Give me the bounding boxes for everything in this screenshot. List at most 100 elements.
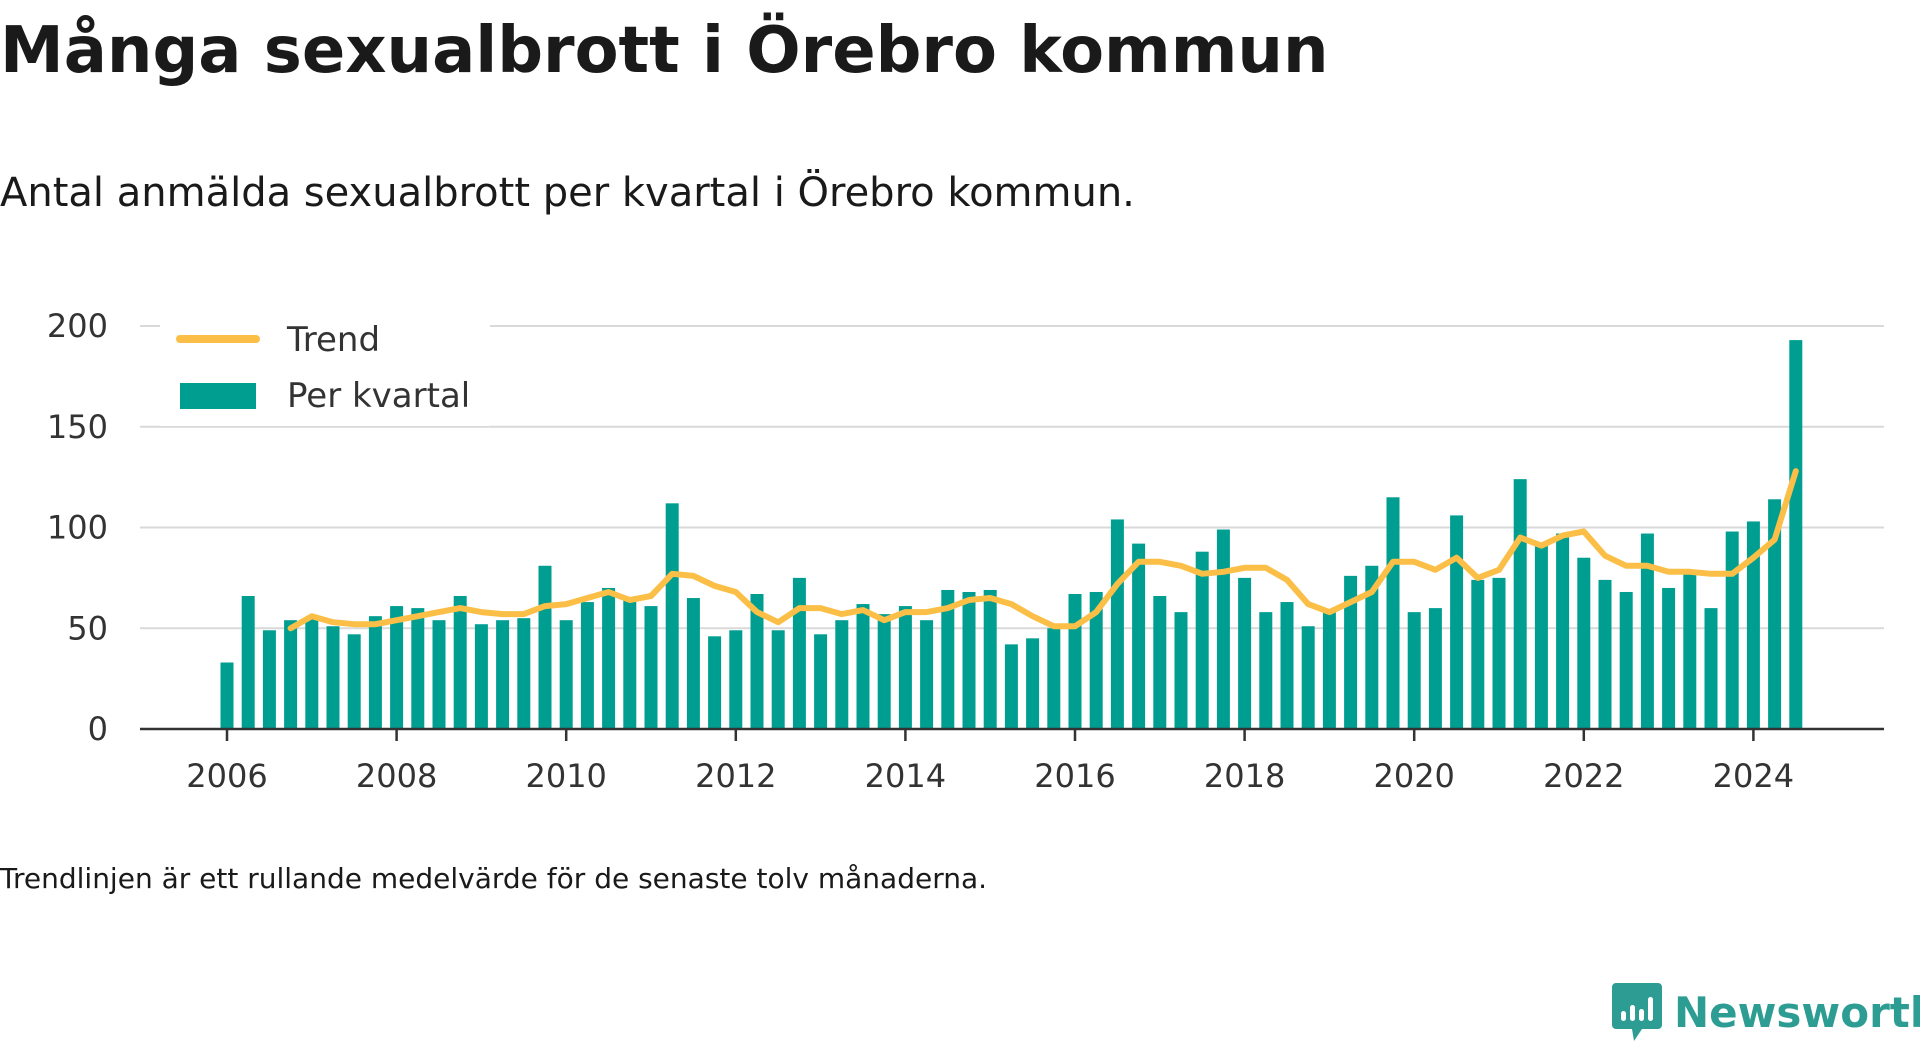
legend-label: Trend [286, 320, 380, 360]
bar [305, 618, 319, 729]
bar [326, 626, 340, 729]
bar [962, 591, 976, 729]
bar [453, 596, 467, 729]
bar [1132, 543, 1146, 729]
bar [538, 565, 552, 729]
bar [1577, 557, 1591, 729]
y-tick-label: 0 [88, 710, 108, 748]
bar [1725, 531, 1739, 729]
bar [1280, 602, 1294, 729]
bar [665, 503, 679, 729]
bar [1598, 579, 1612, 729]
footnote: Trendlinjen är ett rullande medelvärde f… [0, 862, 988, 895]
x-tick-label: 2012 [695, 757, 776, 795]
x-tick-label: 2010 [525, 757, 606, 795]
x-tick-label: 2022 [1543, 757, 1624, 795]
legend: Trend Per kvartal [160, 314, 490, 426]
bar [1513, 479, 1527, 729]
bar [368, 616, 382, 729]
bar [1746, 521, 1760, 729]
bar [1238, 577, 1252, 729]
bar-series [220, 340, 1803, 729]
y-tick-label: 100 [47, 509, 108, 547]
bar [1068, 593, 1082, 729]
x-tick-label: 2006 [186, 757, 267, 795]
bar [241, 596, 255, 729]
bar [686, 598, 700, 729]
bar [1450, 515, 1464, 729]
bar [1789, 340, 1803, 729]
bar [1322, 612, 1336, 729]
bar [1556, 533, 1570, 729]
bar [1004, 644, 1018, 729]
x-tick-label: 2014 [865, 757, 946, 795]
bar [390, 606, 404, 729]
newsworthy-logo-icon [1612, 983, 1662, 1041]
bar [1047, 628, 1061, 729]
bar [1026, 638, 1040, 729]
x-tick-label: 2020 [1373, 757, 1454, 795]
bar [1301, 626, 1315, 729]
bar [1704, 608, 1718, 729]
x-tick-label: 2008 [356, 757, 437, 795]
bar [1640, 533, 1654, 729]
bar [1492, 577, 1506, 729]
bar [1683, 573, 1697, 729]
trend-line [287, 468, 1799, 632]
bar [792, 577, 806, 729]
bar [220, 662, 234, 729]
bar [877, 614, 891, 729]
bar [1471, 579, 1485, 729]
bar [284, 620, 298, 729]
bar [1365, 565, 1379, 729]
bar [580, 602, 594, 729]
bar [262, 630, 276, 729]
y-tick-label: 200 [47, 307, 108, 345]
bar [750, 593, 764, 729]
bar [898, 606, 912, 729]
bar [1344, 575, 1358, 729]
bar [920, 620, 934, 729]
chart-subtitle: Antal anmälda sexualbrott per kvartal i … [0, 170, 1135, 216]
bar [1110, 519, 1124, 729]
bar [941, 589, 955, 729]
bar [835, 620, 849, 729]
bar [496, 620, 510, 729]
bar [1768, 499, 1782, 729]
bar [411, 608, 425, 729]
x-tick-label: 2016 [1034, 757, 1115, 795]
bar [771, 630, 785, 729]
bar [1216, 529, 1230, 729]
bar [1174, 612, 1188, 729]
y-axis: 0 50 100 150 200 [47, 307, 108, 748]
bar [1619, 591, 1633, 729]
bar [1428, 608, 1442, 729]
bar [1534, 545, 1548, 729]
chart-title: Många sexualbrott i Örebro kommun [0, 14, 1329, 88]
bar [1386, 497, 1400, 729]
legend-swatch-bar [180, 383, 256, 409]
bar [1662, 587, 1676, 729]
bar [856, 604, 870, 729]
bar [474, 624, 488, 729]
brand-name: Newsworthy [1674, 987, 1920, 1037]
bar [1153, 596, 1167, 729]
bar [1195, 551, 1209, 729]
bar [1259, 612, 1273, 729]
legend-label: Per kvartal [287, 376, 470, 416]
x-tick-label: 2024 [1713, 757, 1794, 795]
y-tick-label: 50 [67, 609, 108, 647]
bar [1407, 612, 1421, 729]
bar [708, 636, 722, 729]
bar [983, 589, 997, 729]
bar [644, 606, 658, 729]
bar [347, 634, 361, 729]
y-tick-label: 150 [47, 408, 108, 446]
bar [602, 587, 616, 729]
brand-logo[interactable]: Newsworthy [1612, 983, 1920, 1041]
bar [623, 600, 637, 729]
x-tick-label: 2018 [1204, 757, 1285, 795]
bar [814, 634, 828, 729]
bar [517, 618, 531, 729]
